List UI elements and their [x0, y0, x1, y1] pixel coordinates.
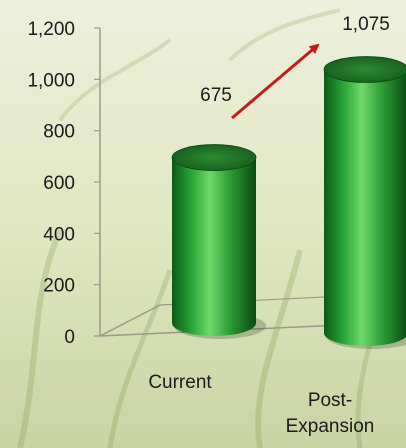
bar-top-cap — [171, 144, 257, 171]
y-axis-ticks: 0 200 400 600 800 1,000 1,200 — [27, 19, 100, 348]
y-tick-label: 600 — [43, 173, 75, 194]
bar-body — [172, 157, 256, 336]
growth-arrow — [231, 43, 320, 120]
x-category-label-line: Post- — [308, 390, 352, 411]
x-category-label-line: Expansion — [286, 416, 375, 437]
data-label: 675 — [200, 85, 232, 106]
bar-top-cap — [323, 56, 406, 83]
data-label: 1,075 — [342, 14, 390, 35]
bar-post-expansion — [323, 56, 406, 349]
y-tick-label: 1,200 — [27, 19, 75, 40]
bar-current — [171, 144, 266, 339]
y-tick-label: 1,000 — [27, 70, 75, 91]
data-labels: 675 1,075 — [200, 14, 390, 106]
y-tick-label: 200 — [43, 276, 75, 297]
x-category-label-line: Current — [148, 372, 212, 393]
x-axis-labels: Current Post- Expansion — [148, 372, 374, 437]
annotation — [231, 43, 320, 120]
x-category-label: Post- Expansion — [286, 390, 375, 437]
x-category-label: Current — [148, 372, 212, 393]
background-foliage — [17, 8, 398, 448]
bars — [171, 56, 406, 349]
y-tick-label: 800 — [43, 122, 75, 143]
y-tick-label: 400 — [43, 224, 75, 245]
floor-left-edge — [99, 304, 161, 337]
y-tick-label: 0 — [64, 327, 75, 348]
bar-body — [324, 69, 406, 346]
